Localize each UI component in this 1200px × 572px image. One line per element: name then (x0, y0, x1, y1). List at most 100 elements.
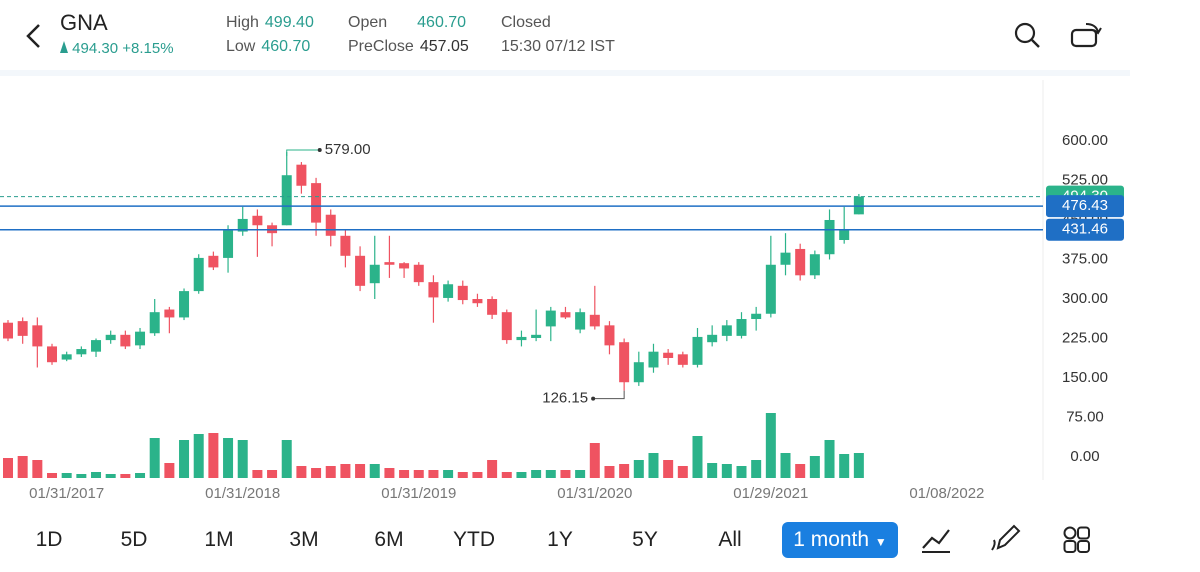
candle-body (384, 262, 395, 265)
candle-body (809, 254, 820, 276)
range-button[interactable]: 1M (204, 528, 234, 551)
x-tick-label: 01/31/2019 (381, 485, 456, 502)
candle-body (721, 325, 732, 336)
grid-icon[interactable] (1062, 525, 1092, 555)
candle-body (223, 230, 234, 258)
interval-button[interactable]: 1 month ▼ (782, 522, 898, 558)
stat-label: Low (226, 38, 256, 55)
draw-icon[interactable] (990, 522, 1022, 554)
range-button[interactable]: 6M (374, 528, 404, 551)
volume-bar (61, 473, 72, 478)
candle-body (501, 312, 512, 341)
volume-bar (164, 463, 175, 478)
candle-body (105, 334, 116, 341)
stat-label: High (226, 14, 259, 31)
volume-bar (399, 470, 410, 478)
candle-body (575, 312, 586, 330)
candle-body (487, 299, 498, 315)
candle-body (164, 309, 175, 318)
range-button[interactable]: 1Y (547, 528, 573, 551)
volume-bar (281, 440, 292, 478)
candle-body (325, 214, 336, 236)
volume-bar (824, 440, 835, 478)
stat: High 499.40 (226, 14, 314, 32)
chart: 0.0075.00150.00225.00300.00375.00450.005… (0, 80, 1124, 502)
candle-body (545, 310, 556, 327)
interval: 1 month (793, 528, 870, 551)
candle-body (369, 264, 380, 284)
candle-body (76, 349, 87, 355)
volume-bar (3, 458, 13, 478)
candle-body (707, 334, 718, 343)
indicator-icon[interactable] (920, 524, 952, 554)
volume-bar (575, 470, 586, 478)
volume-bar (809, 456, 820, 478)
annotation-leader (286, 149, 319, 157)
symbol: GNA (60, 10, 108, 35)
divider (0, 70, 1130, 76)
back-button[interactable] (24, 22, 44, 50)
volume-bar (105, 474, 116, 478)
candle-body (443, 284, 454, 298)
volume-bar (736, 466, 747, 478)
candle-body (531, 334, 542, 338)
y-tick-label: 375.00 (1062, 250, 1108, 267)
candle-body (457, 285, 468, 301)
volume-bar (663, 460, 674, 478)
x-tick-label: 01/08/2022 (909, 485, 984, 502)
stat-value: 460.70 (417, 14, 467, 31)
y-tick-label: 150.00 (1062, 369, 1108, 386)
range-button[interactable]: 1D (35, 528, 63, 551)
candle-body (677, 354, 688, 365)
x-tick-label: 01/31/2020 (557, 485, 632, 502)
volume-bar (91, 472, 102, 478)
range-button[interactable]: 5Y (632, 528, 658, 551)
volume-bar (443, 470, 454, 478)
volume-bar (179, 440, 190, 478)
range-button[interactable]: 3M (289, 528, 319, 551)
search-icon[interactable] (1014, 22, 1042, 50)
level-label: 431.46 (1062, 221, 1108, 238)
volume-bar (325, 466, 336, 478)
candle-body (604, 325, 615, 346)
time: 15:30 07/12 IST (501, 38, 615, 55)
candle-body (399, 263, 410, 269)
volume-bar (501, 472, 512, 478)
y-tick-label: 300.00 (1062, 290, 1108, 307)
candle-body (296, 164, 307, 186)
volume-bar (340, 464, 351, 478)
volume-bar (619, 464, 630, 478)
volume-bar (853, 453, 864, 478)
candle-body (765, 264, 776, 314)
range-button[interactable]: YTD (453, 528, 495, 551)
volume-bar (531, 470, 542, 478)
volume-bar (692, 436, 703, 478)
stat-value: 457.05 (419, 38, 469, 55)
candle-body (91, 340, 102, 352)
stat-label: PreClose (348, 38, 414, 55)
volume-bar (413, 470, 424, 478)
volume-bar (252, 470, 263, 478)
annotation-label: 579.00 (325, 141, 371, 158)
volume-bar (32, 460, 43, 478)
volume-bar (457, 472, 468, 478)
range-button[interactable]: 5D (120, 528, 148, 551)
volume-bar (267, 470, 278, 478)
stat: PreClose 457.05 (348, 38, 469, 56)
rotate-icon[interactable] (1068, 20, 1104, 50)
candle-body (589, 314, 600, 327)
volume-bar (765, 413, 776, 478)
y-tick-label: 0.00 (1070, 448, 1099, 465)
volume-bar (721, 464, 732, 478)
candle-body (824, 219, 835, 255)
volume-bar (428, 470, 439, 478)
candle-body (47, 346, 58, 363)
volume-bar (135, 473, 146, 478)
candle-body (516, 336, 527, 341)
x-tick-label: 01/29/2021 (733, 485, 808, 502)
candle-body (340, 235, 351, 256)
volume-bar (120, 474, 131, 478)
range-button[interactable]: All (718, 528, 742, 551)
candle-body (208, 255, 219, 268)
